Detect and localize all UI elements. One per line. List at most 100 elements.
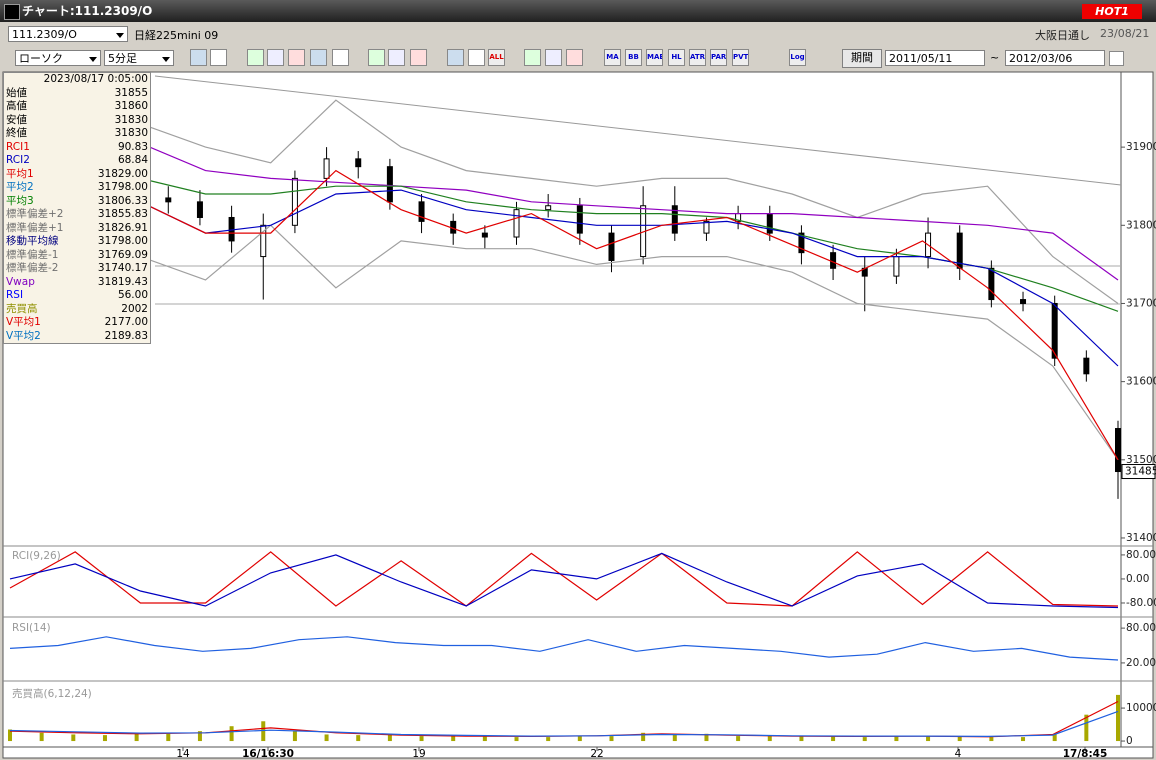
volume-bar	[134, 732, 139, 742]
candle-body	[1020, 299, 1027, 304]
candle-body	[671, 205, 678, 234]
volume-bar	[514, 737, 519, 742]
tool-icon[interactable]	[288, 49, 305, 66]
candle-body	[608, 232, 615, 261]
volume-bar	[387, 734, 392, 742]
time-label: 22	[590, 748, 603, 760]
info-label: 標準偏差-1	[6, 248, 59, 261]
volume-bar	[419, 736, 424, 742]
info-row: 標準偏差-1 31769.09	[4, 249, 150, 263]
info-label: 標準偏差+1	[6, 221, 64, 234]
tool-icon[interactable]	[545, 49, 562, 66]
tool-icon[interactable]	[388, 49, 405, 66]
app-icon	[4, 4, 20, 20]
hot-badge[interactable]: HOT1	[1082, 4, 1142, 19]
info-value: 31740.17	[97, 262, 148, 274]
volume-bar	[102, 735, 107, 742]
info-panel: 2023/08/17 0:05:00 始値 31855 高値 31860 安値 31830 終…	[3, 72, 151, 344]
tool-icon[interactable]	[267, 49, 284, 66]
tool-icon[interactable]	[468, 49, 485, 66]
interval-select[interactable]: 5分足	[104, 50, 174, 66]
tilde: ~	[990, 51, 1000, 64]
y-tick-label: 0	[1126, 735, 1133, 747]
tool-icon[interactable]	[247, 49, 264, 66]
info-value: 31830	[114, 113, 148, 126]
tool-icon[interactable]: HL	[668, 49, 685, 66]
info-value: 31830	[114, 127, 148, 139]
tool-icon[interactable]: ATR	[689, 49, 706, 66]
candle-body	[355, 158, 362, 168]
info-value: 31826.91	[97, 221, 148, 234]
time-label: 4	[955, 748, 962, 760]
info-datetime: 2023/08/17 0:05:00	[43, 73, 148, 85]
last-price-box	[1121, 464, 1156, 480]
info-label: 終値	[6, 127, 27, 139]
tool-icon[interactable]: PVT	[732, 49, 749, 66]
tool-icon[interactable]: MA	[604, 49, 621, 66]
volume-bar	[831, 736, 836, 742]
info-label: 平均3	[6, 194, 34, 207]
info-value: 2002	[121, 302, 148, 315]
volume-bar	[577, 736, 582, 742]
tool-icon[interactable]	[524, 49, 541, 66]
tool-icon[interactable]: ALL	[488, 49, 505, 66]
info-value: 31798.00	[97, 235, 148, 247]
to-date[interactable]: 2012/03/06	[1005, 50, 1105, 66]
time-label: 16/16:30	[242, 748, 294, 760]
tool-icon[interactable]	[368, 49, 385, 66]
panel-title: 売買高(6,12,24)	[12, 687, 92, 700]
volume-bar	[672, 734, 677, 742]
checkbox[interactable]	[1109, 51, 1124, 66]
tool-icon[interactable]	[410, 49, 427, 66]
y-tick-label: 31700	[1126, 297, 1156, 309]
candle-body	[766, 213, 773, 234]
volume-bar	[767, 736, 772, 742]
tool-icon[interactable]	[332, 49, 349, 66]
y-tick-label: 20.00	[1126, 657, 1156, 669]
volume-bar	[1084, 714, 1089, 742]
volume-bar	[704, 733, 709, 742]
tool-icon[interactable]: PAR	[710, 49, 727, 66]
period-button[interactable]: 期間	[842, 49, 882, 68]
candle-body	[386, 166, 393, 203]
tool-icon[interactable]	[447, 49, 464, 66]
from: 2011/05/11	[889, 52, 953, 65]
tool-icon[interactable]: Log	[789, 49, 806, 66]
symbol-select[interactable]: 111.2309/O	[8, 26, 128, 42]
from-date[interactable]: 2011/05/11	[885, 50, 985, 66]
chart-type-select[interactable]: ローソク	[15, 50, 101, 66]
volume-bar	[1052, 734, 1057, 742]
tool-icon[interactable]	[310, 49, 327, 66]
info-value: 31798.00	[97, 181, 148, 193]
info-value: 31855.83	[97, 208, 148, 220]
volume-bar	[261, 721, 266, 742]
volume-bar	[609, 736, 614, 742]
tool-icon[interactable]	[210, 49, 227, 66]
candle-body	[481, 232, 488, 238]
date: 23/08/21	[1100, 27, 1150, 40]
title-bar: チャート:111.2309/O HOT1	[0, 0, 1156, 22]
info-label: 平均1	[6, 167, 34, 180]
volume-bar	[229, 726, 234, 742]
info-label: 売買高	[6, 302, 38, 315]
candle-body	[1051, 302, 1058, 359]
info-row: 標準偏差+1 31826.91	[4, 222, 150, 236]
info-row: 終値 31830	[4, 127, 150, 141]
info-value: 2189.83	[104, 329, 148, 342]
last-price-label: 31485	[1125, 466, 1156, 478]
tool-icon[interactable]: BB	[625, 49, 642, 66]
candle-body	[1115, 428, 1121, 473]
tool-icon[interactable]	[190, 49, 207, 66]
tool-icon[interactable]	[566, 49, 583, 66]
info-row: 高値 31860	[4, 100, 150, 114]
candle-body	[1083, 357, 1090, 375]
volume-bar	[356, 735, 361, 742]
y-tick-label: 31500	[1126, 454, 1156, 466]
info-label: Vwap	[6, 275, 35, 288]
tool-icon[interactable]: MAE	[646, 49, 663, 66]
info-label: V平均2	[6, 329, 41, 342]
info-row: 平均1 31829.00	[4, 168, 150, 182]
info-label: 始値	[6, 86, 27, 99]
volume-bar	[736, 736, 741, 742]
